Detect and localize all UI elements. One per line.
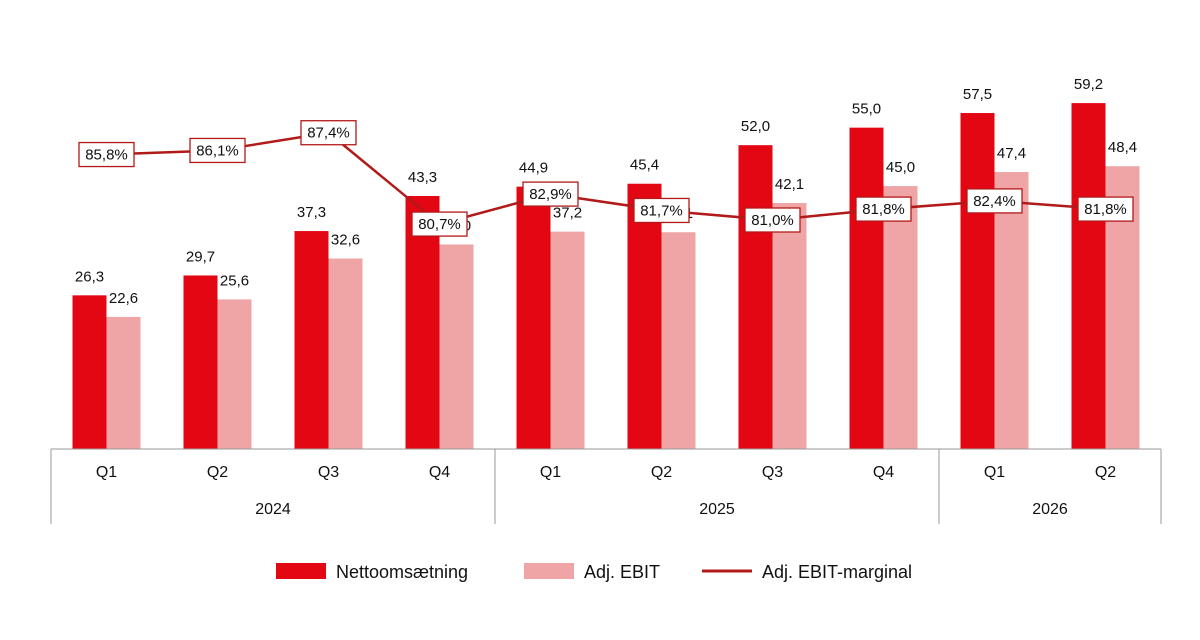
bar-nettoomsaetning xyxy=(516,186,551,450)
data-label-adj-ebit: 48,4 xyxy=(1108,139,1137,156)
legend-label-adj-ebit: Adj. EBIT xyxy=(584,562,660,582)
bar-adj-ebit xyxy=(661,232,696,449)
x-tick-label: Q4 xyxy=(429,464,450,481)
x-tick-label: Q3 xyxy=(762,464,783,481)
data-label-adj-ebit-marginal: 87,4% xyxy=(307,125,350,142)
margin-label-box xyxy=(522,181,579,207)
data-label-adj-ebit: 45,0 xyxy=(886,159,915,176)
x-tick-label: Q2 xyxy=(1095,464,1116,481)
margin-label-box xyxy=(189,137,246,164)
margin-label-box xyxy=(1077,196,1134,222)
bars-layer xyxy=(72,103,1140,450)
legend-label-nettoomsaetning: Nettoomsætning xyxy=(336,562,468,582)
margin-label-box xyxy=(300,120,357,146)
data-label-adj-ebit-marginal: 81,7% xyxy=(640,202,683,219)
data-label-nettoomsaetning: 45,4 xyxy=(630,157,659,174)
x-tick-label: Q1 xyxy=(984,464,1005,481)
data-label-nettoomsaetning: 55,0 xyxy=(852,101,881,118)
bar-labels-layer: 26,322,629,725,637,332,643,335,044,937,2… xyxy=(75,76,1137,307)
data-label-adj-ebit-marginal: 86,1% xyxy=(196,142,239,159)
bar-adj-ebit xyxy=(550,231,585,449)
margin-line-layer: 85,8% 86,1% 87,4% 80,7% 82,9% 81,7% 81,0% 81,8%… xyxy=(78,120,1134,237)
data-label-nettoomsaetning: 43,3 xyxy=(408,169,437,186)
data-label-adj-ebit-marginal: 82,4% xyxy=(973,193,1016,210)
margin-label-box xyxy=(966,188,1023,214)
legend-swatch-adj-ebit xyxy=(524,563,574,579)
data-label-adj-ebit-marginal: 82,9% xyxy=(529,186,572,203)
x-tick-label: Q2 xyxy=(207,464,228,481)
bar-adj-ebit xyxy=(883,186,918,450)
data-label-adj-ebit: 25,6 xyxy=(220,272,249,289)
line-adj-ebit-marginal xyxy=(106,131,1106,226)
bar-adj-ebit xyxy=(994,172,1029,449)
bar-nettoomsaetning xyxy=(849,127,884,450)
data-label-adj-ebit: 37,2 xyxy=(553,205,582,222)
x-tick-label: Q1 xyxy=(96,464,117,481)
bar-adj-ebit xyxy=(439,244,474,449)
bar-nettoomsaetning xyxy=(405,196,440,449)
data-label-nettoomsaetning: 37,3 xyxy=(297,204,326,221)
margin-label-box xyxy=(78,141,135,168)
data-label-adj-ebit: 32,6 xyxy=(331,232,360,249)
data-label-nettoomsaetning: 26,3 xyxy=(75,268,104,285)
bar-nettoomsaetning xyxy=(738,145,773,449)
x-group-label-2024: 2024 xyxy=(255,501,291,518)
data-label-adj-ebit-marginal: 81,8% xyxy=(1084,201,1127,218)
legend-swatch-nettoomsaetning xyxy=(276,563,326,579)
margin-label-box xyxy=(633,197,690,224)
bar-nettoomsaetning xyxy=(627,183,662,449)
data-label-adj-ebit-marginal: 81,8% xyxy=(862,201,905,218)
bar-adj-ebit xyxy=(328,258,363,449)
data-label-nettoomsaetning: 44,9 xyxy=(519,160,548,177)
margin-label-box xyxy=(411,211,468,237)
data-label-nettoomsaetning: 52,0 xyxy=(741,118,770,135)
legend-label-adj-ebit-marginal: Adj. EBIT-marginal xyxy=(762,562,912,582)
data-label-adj-ebit-marginal: 80,7% xyxy=(418,216,461,233)
data-label-adj-ebit-marginal: 85,8% xyxy=(85,147,128,164)
data-label-adj-ebit-marginal: 81,0% xyxy=(751,212,794,229)
x-tick-label: Q3 xyxy=(318,464,339,481)
x-group-label-2025: 2025 xyxy=(699,501,735,518)
data-label-nettoomsaetning: 57,5 xyxy=(963,86,992,103)
data-label-adj-ebit: 47,4 xyxy=(997,145,1026,162)
x-tick-label: Q4 xyxy=(873,464,894,481)
data-label-adj-ebit: 22,6 xyxy=(109,290,138,307)
bar-nettoomsaetning xyxy=(1071,103,1106,450)
bar-nettoomsaetning xyxy=(294,231,329,449)
x-tick-label: Q2 xyxy=(651,464,672,481)
bar-adj-ebit xyxy=(772,203,807,449)
category-axis: Q1 Q2 Q3 Q4 Q1 Q2 Q3 Q4 Q1 Q2 2024 2025 2026 xyxy=(50,448,1162,524)
data-label-adj-ebit: 42,1 xyxy=(775,176,804,193)
data-label-nettoomsaetning: 59,2 xyxy=(1074,76,1103,93)
margin-label-box xyxy=(744,207,801,233)
bar-adj-ebit xyxy=(106,316,141,449)
legend: Nettoomsætning Adj. EBIT Adj. EBIT-margi… xyxy=(276,562,912,582)
margin-label-box xyxy=(855,196,912,222)
x-group-label-2026: 2026 xyxy=(1032,501,1068,518)
data-label-nettoomsaetning: 29,7 xyxy=(186,248,215,265)
x-tick-label: Q1 xyxy=(540,464,561,481)
bar-nettoomsaetning xyxy=(72,295,107,449)
bar-nettoomsaetning xyxy=(960,113,995,450)
bar-nettoomsaetning xyxy=(183,275,218,449)
bar-adj-ebit xyxy=(217,299,252,449)
